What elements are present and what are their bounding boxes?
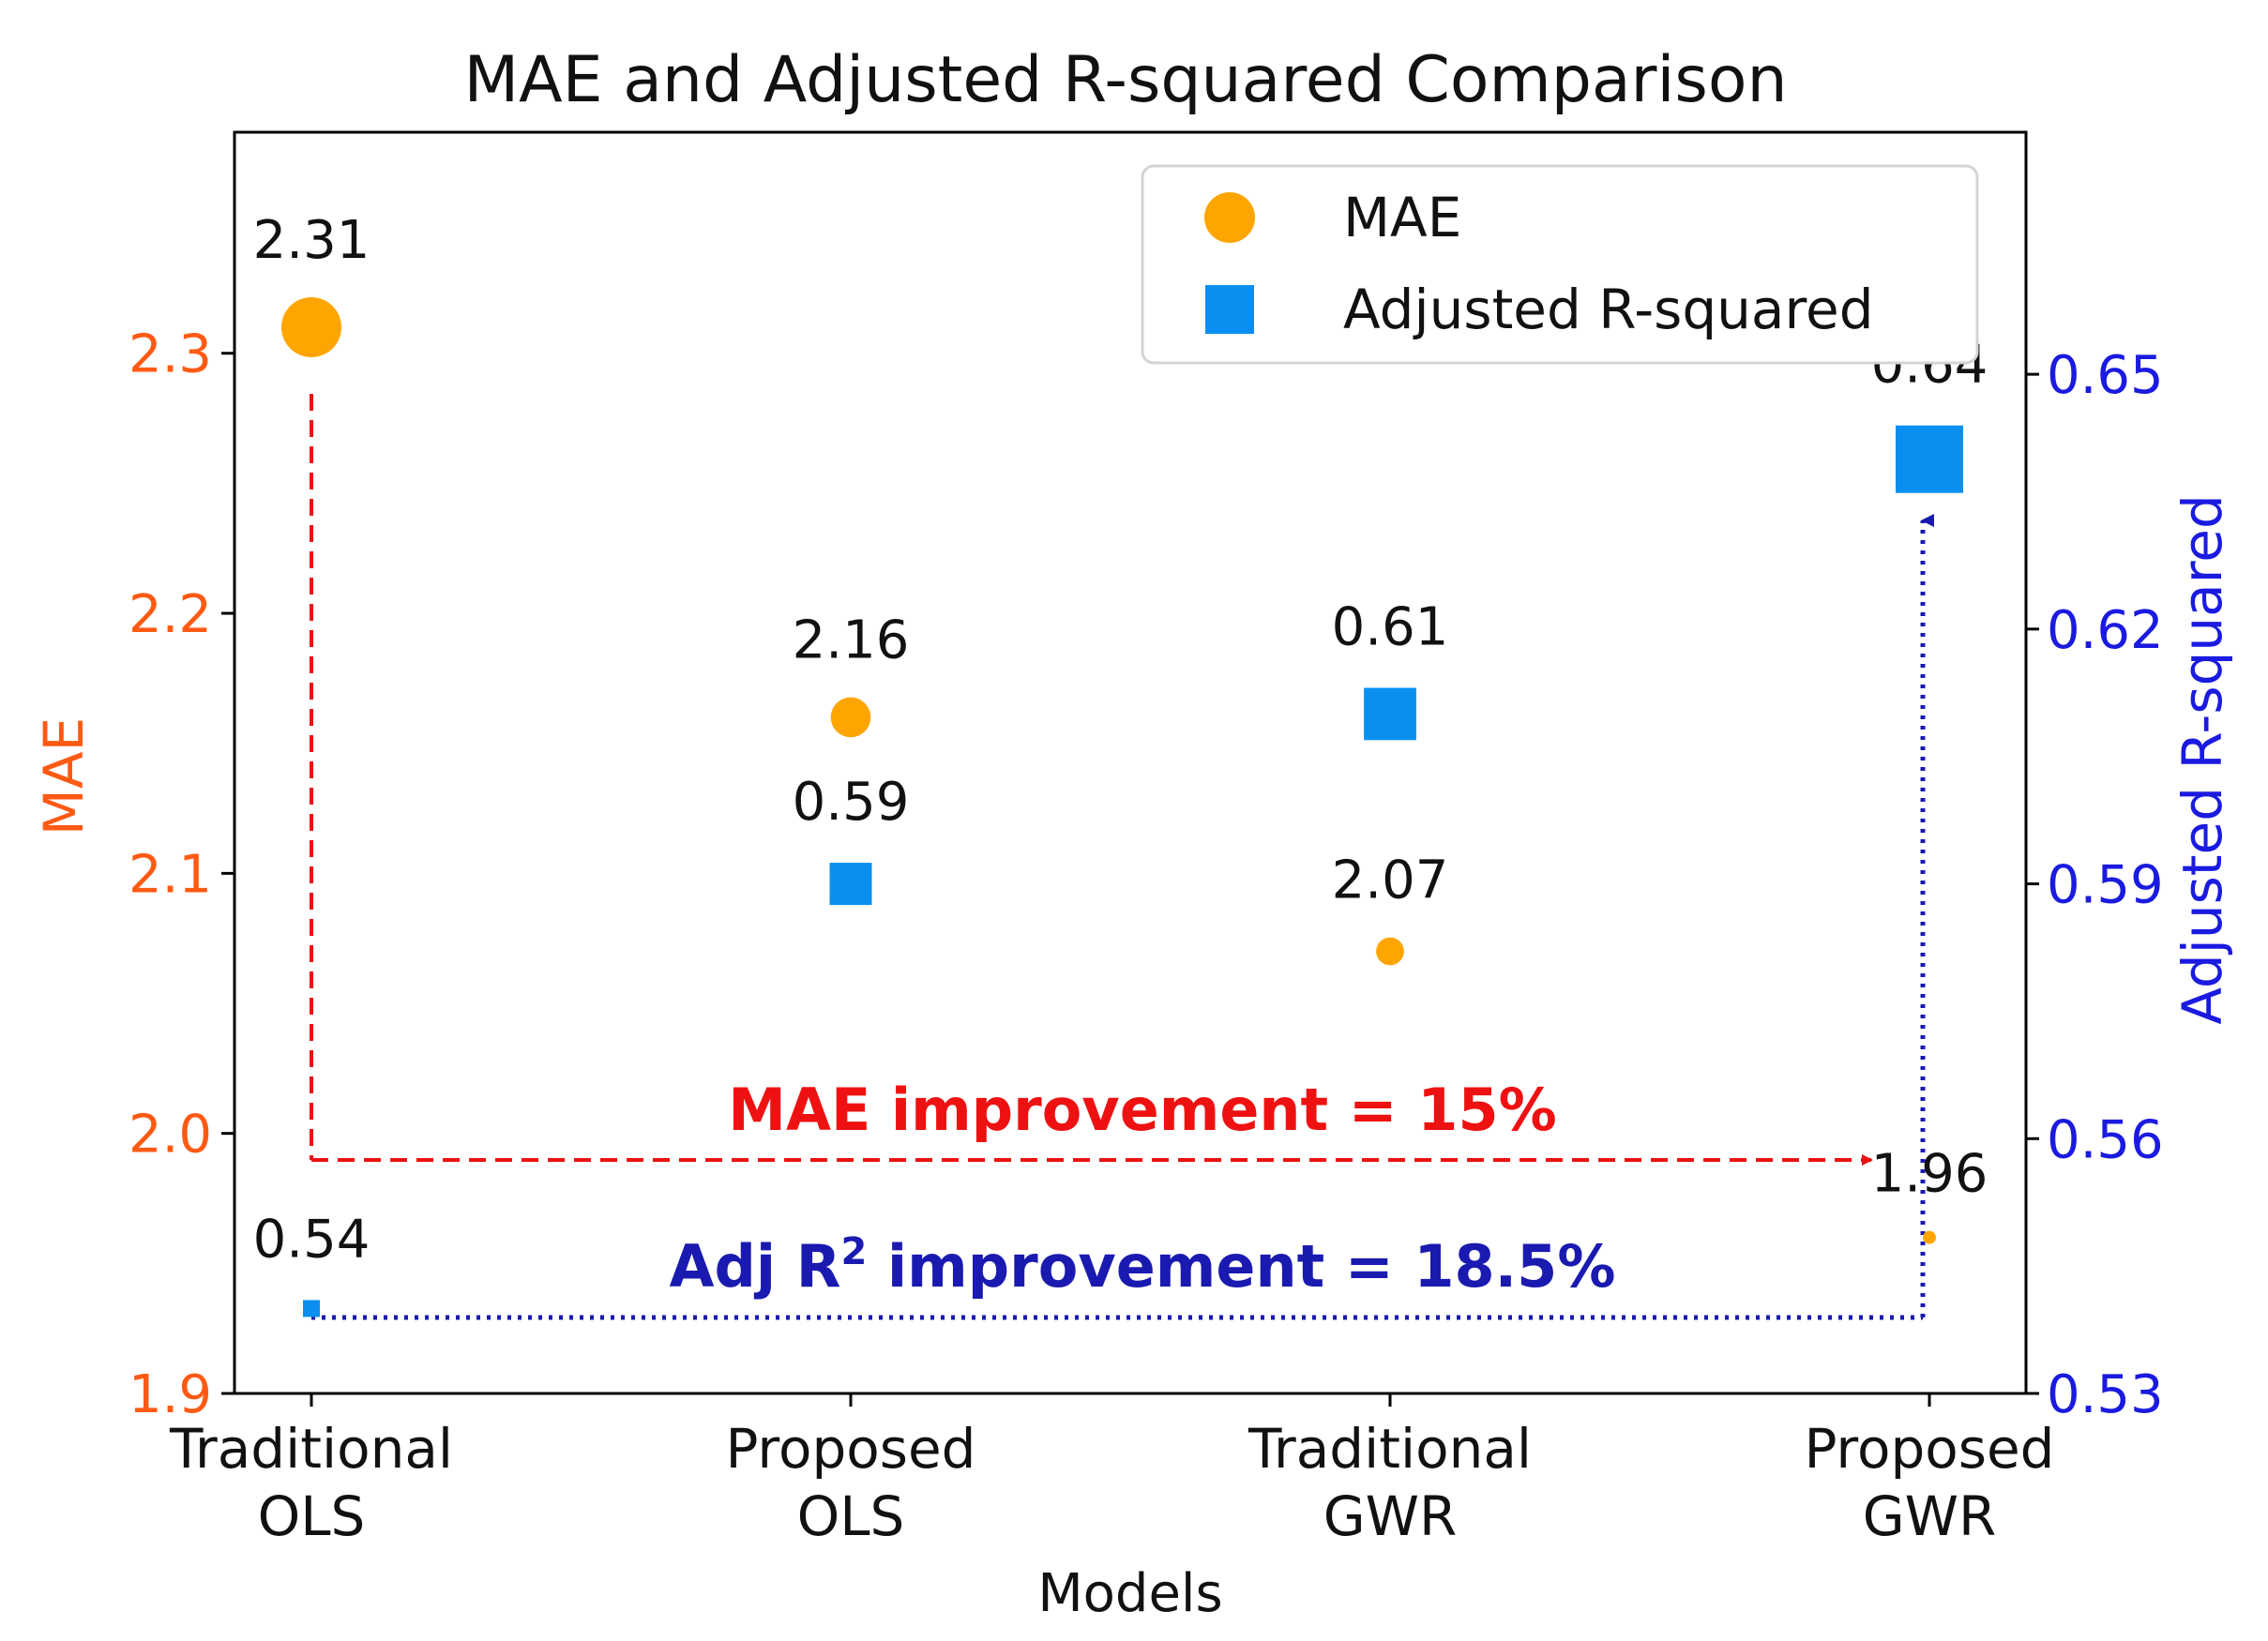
adj-r2-label-main: Adj R [670, 1232, 841, 1301]
x-tick-label-line2-3: GWR [1863, 1484, 1997, 1548]
adj-r2-data-label-1: 0.59 [793, 772, 910, 833]
legend-adj-r2-label: Adjusted R-squared [1343, 278, 1874, 341]
legend-adj-r2-marker [1205, 285, 1254, 334]
mae-point-3 [1923, 1230, 1936, 1244]
adj-r2-point-1 [829, 863, 872, 906]
x-axis-ticks: TraditionalOLSProposedOLSTraditionalGWRP… [169, 1393, 2055, 1548]
x-tick-label-line2-1: OLS [797, 1484, 905, 1548]
mae-data-label-0: 2.31 [253, 210, 370, 271]
x-tick-label-line1-0: Traditional [169, 1417, 453, 1481]
x-tick-label-line1-2: Traditional [1247, 1417, 1532, 1481]
adj-r2-improvement-label: Adj R2 improvement = 18.5% [670, 1230, 1616, 1301]
adj-r2-label-superscript: 2 [841, 1230, 868, 1273]
y-left-tick-label-3: 2.2 [129, 584, 212, 645]
x-tick-label-line1-1: Proposed [725, 1417, 975, 1481]
mae-data-label-1: 2.16 [793, 610, 910, 671]
y-right-tick-label-3: 0.62 [2047, 600, 2164, 661]
y-right-tick-label-1: 0.56 [2047, 1109, 2164, 1170]
adj-r2-label-rest: improvement = 18.5% [867, 1232, 1615, 1301]
mae-data-label-2: 2.07 [1332, 851, 1449, 911]
data-marks: 2.312.162.071.960.540.590.610.64 [253, 210, 1988, 1317]
annotations: MAE improvement = 15% Adj R2 improvement… [310, 394, 1934, 1320]
y-axis-left-label: MAE [32, 717, 96, 836]
plot-area [233, 130, 2028, 1395]
y-right-tick-label-0: 0.53 [2047, 1364, 2164, 1425]
legend-mae-label: MAE [1343, 186, 1461, 249]
y-left-tick-label-0: 1.9 [129, 1364, 212, 1425]
legend-mae-marker [1204, 192, 1255, 243]
y-axis-right-ticks: 0.53 0.56 0.59 0.62 0.65 [2026, 345, 2164, 1425]
adj-r2-point-0 [303, 1300, 320, 1317]
x-tick-label-line2-2: GWR [1323, 1484, 1458, 1548]
y-left-tick-label-1: 2.0 [129, 1105, 212, 1166]
y-right-tick-label-4: 0.65 [2047, 345, 2164, 406]
adj-r2-data-label-2: 0.61 [1332, 597, 1449, 658]
mae-point-2 [1376, 937, 1404, 966]
y-axis-left-ticks: 1.9 2.0 2.1 2.2 2.3 [129, 324, 234, 1425]
y-left-tick-label-4: 2.3 [129, 324, 212, 385]
y-left-tick-label-2: 2.1 [129, 844, 212, 905]
mae-point-0 [281, 296, 341, 357]
chart-title: MAE and Adjusted R-squared Comparison [463, 43, 1787, 117]
adj-r2-data-label-0: 0.54 [253, 1209, 370, 1270]
legend: MAE Adjusted R-squared [1141, 164, 1979, 365]
mae-point-1 [830, 697, 871, 738]
mae-data-label-3: 1.96 [1871, 1144, 1988, 1205]
y-axis-right-label: Adjusted R-squared [2170, 494, 2234, 1025]
adj-r2-point-3 [1896, 425, 1963, 493]
y-right-tick-label-2: 0.59 [2047, 855, 2164, 916]
x-axis-label: Models [1037, 1563, 1222, 1624]
x-tick-label-line2-0: OLS [258, 1484, 366, 1548]
adj-r2-point-2 [1364, 687, 1416, 741]
mae-improvement-label: MAE improvement = 15% [728, 1076, 1556, 1144]
legend-box [1141, 164, 1979, 365]
x-tick-label-line1-3: Proposed [1804, 1417, 2054, 1481]
